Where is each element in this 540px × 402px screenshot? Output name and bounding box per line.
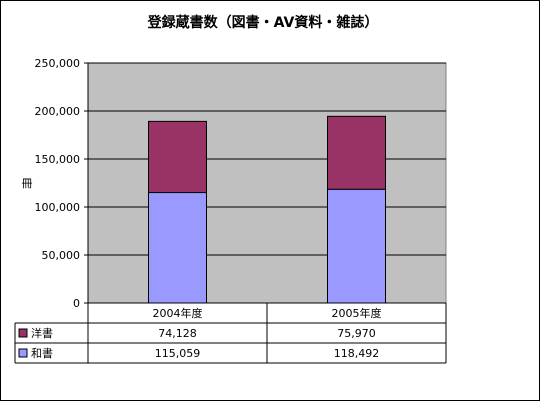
y-tick-label: 200,000 (35, 105, 81, 118)
y-tick-label: 250,000 (35, 57, 81, 70)
plot-background (87, 62, 447, 304)
legend-label: 和書 (31, 346, 53, 360)
plot-area: 0 50,000 100,000 150,000 200,000 250,000 (35, 57, 447, 310)
y-axis-label: 冊 (22, 177, 33, 190)
legend-key (18, 328, 28, 338)
legend-key (18, 348, 28, 358)
y-tick-label: 150,000 (35, 153, 81, 166)
data-label: 74,128 (158, 327, 197, 340)
data-label: 115,059 (155, 347, 201, 360)
x-category-label: 2005年度 (332, 306, 382, 320)
chart-title: 登録蔵書数（図書・AV資料・雑誌） (147, 14, 379, 31)
y-tick-label: 100,000 (35, 201, 81, 214)
x-category-label: 2004年度 (153, 306, 203, 320)
legend-label: 洋書 (31, 326, 53, 340)
y-tick-label: 50,000 (42, 249, 81, 262)
bar-yosho-0 (148, 120, 207, 194)
data-label: 75,970 (337, 327, 376, 340)
bar-washo-1 (327, 188, 386, 304)
data-label: 118,492 (334, 347, 380, 360)
y-tick-label: 0 (73, 297, 80, 310)
bar-washo-0 (148, 192, 207, 304)
bar-yosho-1 (327, 115, 386, 190)
